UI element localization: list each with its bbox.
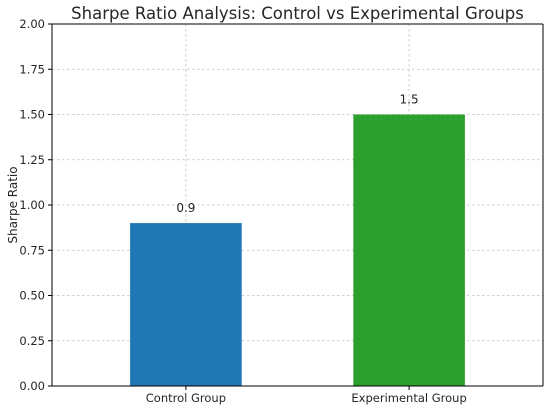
y-tick-label: 1.25	[19, 153, 45, 167]
y-tick-label: 1.75	[19, 62, 45, 76]
y-tick-label: 0.75	[19, 243, 45, 257]
bar-experimental-group	[353, 114, 465, 386]
value-labels: 0.9 1.5	[176, 93, 418, 216]
grid-lines	[52, 23, 543, 387]
chart-title: Sharpe Ratio Analysis: Control vs Experi…	[71, 4, 524, 23]
bar-control-group	[130, 223, 242, 386]
bars	[130, 114, 465, 386]
bar-value-label: 0.9	[176, 201, 195, 215]
y-tick-label: 0.25	[19, 334, 45, 348]
y-tick-label: 2.00	[19, 17, 45, 31]
y-tick-label: 0.00	[19, 379, 45, 393]
y-tick-label: 0.50	[19, 289, 45, 303]
y-axis-label: Sharpe Ratio	[6, 166, 20, 243]
bar-value-label: 1.5	[400, 93, 419, 107]
x-tick-label: Control Group	[146, 391, 226, 405]
x-tick-label: Experimental Group	[351, 391, 466, 405]
ticks: 0.00 0.25 0.50 0.75 1.00 1.25 1.50 1.75 2.00 Cont…	[19, 17, 466, 405]
y-tick-label: 1.00	[19, 198, 45, 212]
y-tick-label: 1.50	[19, 108, 45, 122]
